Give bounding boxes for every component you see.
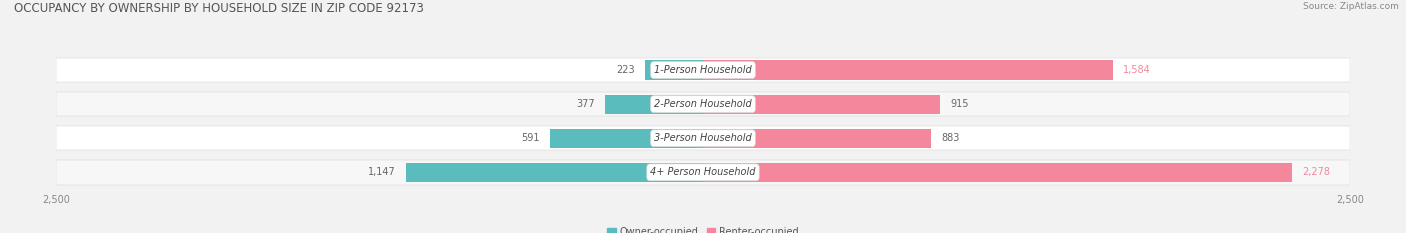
Bar xyxy=(703,163,1292,182)
Text: 4+ Person Household: 4+ Person Household xyxy=(650,167,756,177)
Bar xyxy=(56,126,1350,151)
Bar xyxy=(406,163,703,182)
Text: 2,278: 2,278 xyxy=(1303,167,1330,177)
Bar xyxy=(703,95,939,114)
Text: 1,584: 1,584 xyxy=(1123,65,1152,75)
Bar xyxy=(703,129,931,148)
Text: 2-Person Household: 2-Person Household xyxy=(654,99,752,109)
Bar xyxy=(645,60,703,80)
Text: 1,147: 1,147 xyxy=(368,167,396,177)
Text: 3-Person Household: 3-Person Household xyxy=(654,133,752,143)
Text: 223: 223 xyxy=(616,65,636,75)
Bar xyxy=(56,58,1350,82)
Text: 1-Person Household: 1-Person Household xyxy=(654,65,752,75)
Text: 915: 915 xyxy=(950,99,969,109)
Bar xyxy=(703,60,1112,80)
Text: 883: 883 xyxy=(942,133,960,143)
Text: Source: ZipAtlas.com: Source: ZipAtlas.com xyxy=(1303,2,1399,11)
Text: 377: 377 xyxy=(576,99,595,109)
Text: OCCUPANCY BY OWNERSHIP BY HOUSEHOLD SIZE IN ZIP CODE 92173: OCCUPANCY BY OWNERSHIP BY HOUSEHOLD SIZE… xyxy=(14,2,425,15)
Legend: Owner-occupied, Renter-occupied: Owner-occupied, Renter-occupied xyxy=(607,227,799,233)
Bar xyxy=(56,160,1350,185)
Text: 591: 591 xyxy=(522,133,540,143)
Bar xyxy=(606,95,703,114)
Bar xyxy=(550,129,703,148)
Bar xyxy=(56,92,1350,116)
